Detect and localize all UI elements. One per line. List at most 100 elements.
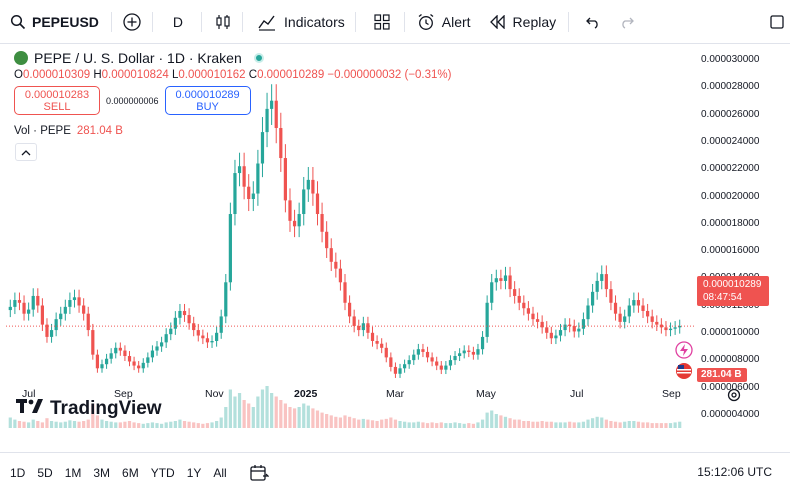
compare-button[interactable] xyxy=(122,0,142,44)
volume-bar xyxy=(329,415,333,428)
range-button-6m[interactable]: 6M xyxy=(122,465,139,480)
buy-button[interactable]: 0.000010289 BUY xyxy=(164,86,251,115)
volume-bar xyxy=(646,422,650,428)
volume-bar xyxy=(590,418,595,428)
range-button-ytd[interactable]: YTD xyxy=(150,465,175,480)
volume-bar xyxy=(343,415,347,428)
tradingview-wordmark: TradingView xyxy=(50,398,162,419)
volume-bar xyxy=(361,418,365,428)
undo-button[interactable] xyxy=(585,0,601,44)
range-button-1y[interactable]: 1Y xyxy=(186,465,202,480)
volume-bar xyxy=(91,403,95,428)
candle-body xyxy=(370,332,375,341)
range-button-1d[interactable]: 1D xyxy=(10,465,26,480)
date-range-icon[interactable] xyxy=(249,464,269,482)
candle-body xyxy=(311,179,315,194)
candle-body xyxy=(68,300,72,307)
volume-bar xyxy=(146,423,150,428)
candle-body xyxy=(531,313,535,320)
candle-body xyxy=(8,306,12,311)
volume-bar xyxy=(425,423,430,428)
utc-clock[interactable]: 15:12:06 UTC xyxy=(697,465,772,479)
chart-pane[interactable]: PEPE / U. S. Dollar · 1D · Kraken O0.000… xyxy=(6,44,790,452)
candle-body xyxy=(613,302,618,314)
alert-button[interactable]: Alert xyxy=(417,0,471,44)
close-value: 0.000010289 xyxy=(257,69,325,81)
candle-body xyxy=(95,354,100,369)
gear-icon[interactable] xyxy=(726,387,742,408)
volume-bar xyxy=(283,403,287,428)
candle-body xyxy=(673,327,677,329)
volume-bar xyxy=(549,421,553,428)
candle-body xyxy=(265,108,269,133)
volume-bar xyxy=(407,422,411,428)
candle-body xyxy=(182,310,187,316)
volume-badge: 281.04 B xyxy=(697,368,747,382)
redo-icon xyxy=(619,15,635,29)
volume-bar xyxy=(8,417,12,428)
time-tick-label: Nov xyxy=(205,388,224,400)
tradingview-logo[interactable]: TradingView xyxy=(16,398,162,420)
range-button-all[interactable]: All xyxy=(213,465,227,480)
candle-body xyxy=(164,334,168,343)
lightning-icon[interactable] xyxy=(675,341,693,364)
candle-body xyxy=(306,179,310,190)
interval-button[interactable]: D xyxy=(173,0,183,44)
trade-panel: 0.000010283 SELL 0.000000006 0.000010289… xyxy=(14,86,251,115)
candle-body xyxy=(215,332,219,341)
volume-bar xyxy=(40,422,44,428)
sell-button[interactable]: 0.000010283 SELL xyxy=(14,86,100,115)
candle-body xyxy=(22,302,26,314)
separator xyxy=(354,11,356,32)
volume-bar xyxy=(494,414,498,428)
candle-body xyxy=(283,158,287,201)
range-button-1m[interactable]: 1M xyxy=(64,465,82,480)
replay-label: Replay xyxy=(512,13,557,30)
candle-body xyxy=(403,364,407,369)
ohlc-values: O0.000010309 H0.000010824 L0.000010162 C… xyxy=(14,69,451,81)
us-flag-icon[interactable] xyxy=(675,362,693,385)
symbol-search[interactable]: PEPEUSD xyxy=(10,0,99,44)
candle-body xyxy=(192,323,196,331)
range-button-3m[interactable]: 3M xyxy=(93,465,111,480)
low-key: L xyxy=(171,69,179,81)
candle-body xyxy=(292,220,297,227)
volume-bar xyxy=(123,421,127,428)
candle-body xyxy=(609,289,613,303)
replay-button[interactable]: Replay xyxy=(489,0,557,44)
legend-title-text: PEPE / U. S. Dollar · 1D · Kraken xyxy=(34,50,242,66)
redo-button[interactable] xyxy=(619,0,635,44)
volume-bar xyxy=(540,421,544,428)
chart-type-button[interactable] xyxy=(214,0,232,44)
price-tick-label: 0.000020000 xyxy=(701,190,760,202)
countdown-timer: 08:47:54 xyxy=(703,292,742,303)
price-chart[interactable] xyxy=(6,44,696,452)
volume-bar xyxy=(82,421,86,428)
buy-price: 0.000010289 xyxy=(175,88,240,101)
range-button-5d[interactable]: 5D xyxy=(37,465,53,480)
volume-bar xyxy=(448,423,453,428)
layouts-button[interactable] xyxy=(374,0,390,44)
candle-body xyxy=(141,362,145,369)
candle-body xyxy=(545,327,549,333)
fullscreen-button[interactable] xyxy=(770,0,784,44)
volume-bar xyxy=(526,421,531,428)
candle-body xyxy=(196,330,200,336)
volume-bar xyxy=(577,422,581,428)
candle-body xyxy=(430,357,434,362)
candle-body xyxy=(444,365,448,370)
volume-bar xyxy=(150,422,155,428)
price-tick-label: 0.000024000 xyxy=(701,135,760,147)
candle-body xyxy=(393,366,398,374)
candle-body xyxy=(554,335,558,339)
volume-bar xyxy=(334,416,338,428)
indicators-button[interactable]: Indicators xyxy=(257,0,345,44)
time-tick-label: Mar xyxy=(386,388,405,400)
volume-bar xyxy=(480,419,485,428)
volume-bar xyxy=(242,400,246,428)
volume-value: 281.04 B xyxy=(76,125,123,137)
volume-bar xyxy=(430,422,434,428)
candle-body xyxy=(54,319,58,331)
volume-bar xyxy=(288,407,292,428)
collapse-legend-button[interactable] xyxy=(15,143,37,161)
